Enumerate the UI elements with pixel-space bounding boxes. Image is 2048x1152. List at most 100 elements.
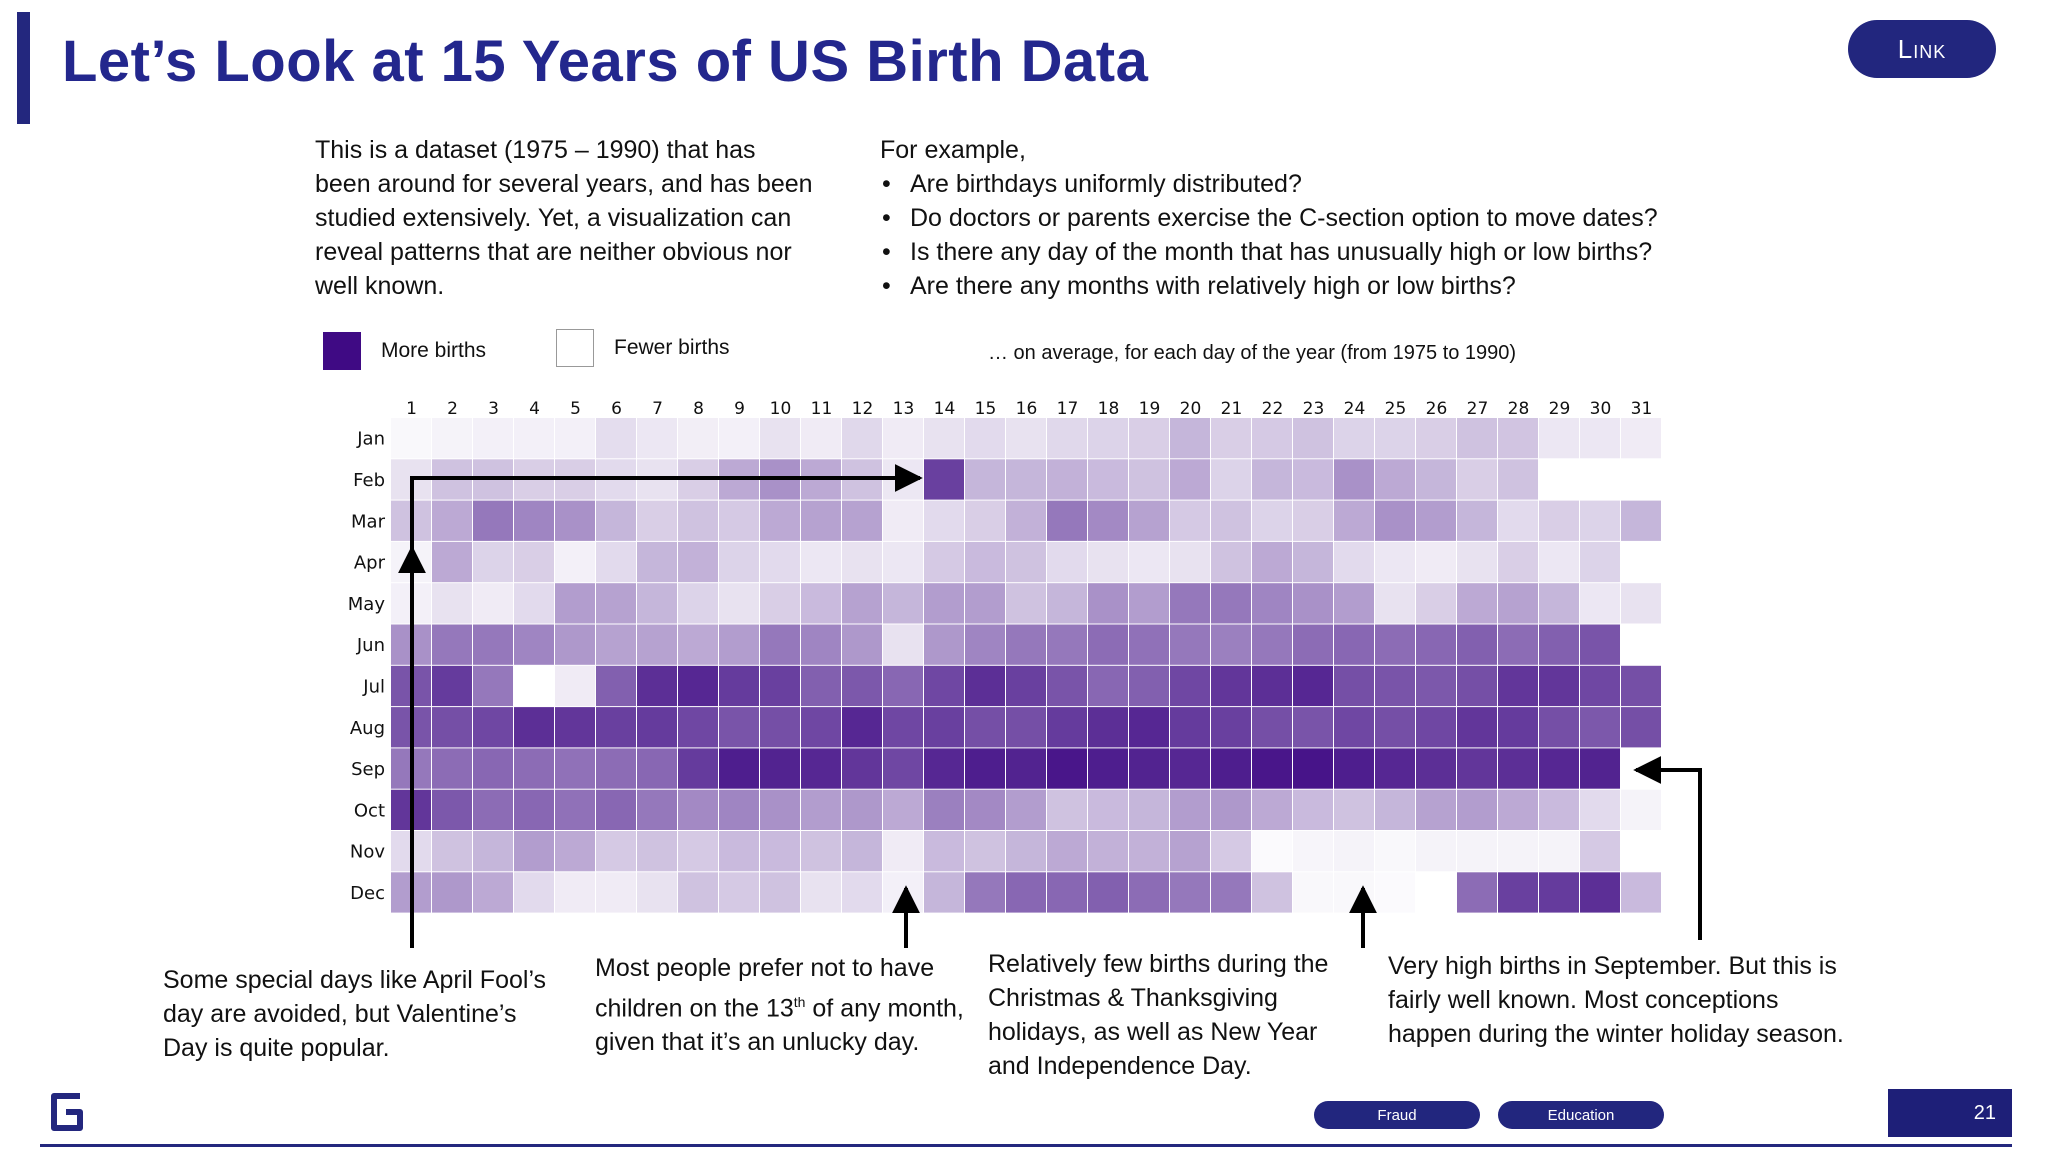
- heatmap-cell-feb-24: [1334, 459, 1374, 500]
- heatmap-cell-oct-27: [1457, 789, 1497, 830]
- day-tick-label: 8: [693, 399, 704, 419]
- heatmap-cell-dec-4: [514, 872, 554, 913]
- heatmap-cell-jan-24: [1334, 418, 1374, 459]
- day-tick-label: 7: [652, 399, 663, 419]
- heatmap-cell-apr-8: [678, 541, 718, 583]
- heatmap-cell-aug-22: [1252, 707, 1292, 748]
- day-tick-label: 5: [570, 399, 581, 419]
- heatmap-cell-jan-18: [1088, 418, 1128, 459]
- heatmap-cell-aug-24: [1334, 707, 1374, 748]
- heatmap-cell-sep-9: [719, 748, 759, 789]
- heatmap-cell-oct-13: [883, 789, 923, 830]
- heatmap-cell-jan-25: [1375, 418, 1415, 459]
- heatmap-cell-apr-4: [514, 541, 554, 583]
- heatmap-cell-jan-10: [760, 418, 800, 459]
- heatmap-cell-oct-25: [1375, 789, 1415, 830]
- annotation-september: Very high births in September. But this …: [1388, 952, 1844, 1048]
- heatmap-cell-jul-11: [801, 665, 841, 707]
- heatmap-cell-oct-12: [842, 789, 882, 830]
- heatmap-cell-jul-21: [1211, 665, 1251, 707]
- tag-education-button[interactable]: Education: [1498, 1101, 1664, 1129]
- heatmap-cell-oct-9: [719, 789, 759, 830]
- heatmap-cell-sep-21: [1211, 748, 1251, 789]
- heatmap-cell-apr-13: [883, 541, 923, 583]
- page-title: Let’s Look at 15 Years of US Birth Data: [62, 29, 1149, 94]
- heatmap-cell-dec-10: [760, 872, 800, 913]
- heatmap-cell-may-15: [965, 583, 1005, 624]
- heatmap-cell-dec-2: [432, 872, 472, 913]
- heatmap-cell-mar-14: [924, 500, 964, 541]
- heatmap-cell-jan-14: [924, 418, 964, 459]
- heatmap-cell-feb-20: [1170, 459, 1210, 500]
- heatmap-cell-dec-27: [1457, 872, 1497, 913]
- day-tick-label: 9: [734, 399, 745, 419]
- day-tick-label: 3: [488, 399, 499, 419]
- link-button[interactable]: Link: [1848, 20, 1996, 78]
- legend-more-swatch: [323, 332, 361, 370]
- heatmap-cell-dec-9: [719, 872, 759, 913]
- heatmap-cell-may-11: [801, 583, 841, 624]
- heatmap-cell-dec-13: [883, 872, 923, 913]
- month-tick-label: Sep: [351, 759, 385, 780]
- heatmap-cell-sep-2: [432, 748, 472, 789]
- heatmap-cell-oct-15: [965, 789, 1005, 830]
- heatmap-cell-dec-25: [1375, 872, 1415, 913]
- heatmap-cell-dec-24: [1334, 872, 1374, 913]
- month-tick-label: Apr: [354, 553, 386, 574]
- day-tick-label: 22: [1262, 399, 1284, 419]
- heatmap-cell-jun-24: [1334, 624, 1374, 665]
- heatmap-cell-mar-9: [719, 500, 759, 541]
- day-tick-label: 20: [1180, 399, 1202, 419]
- heatmap-cell-mar-17: [1047, 500, 1087, 541]
- heatmap-cell-nov-15: [965, 831, 1005, 872]
- heatmap-cell-may-14: [924, 583, 964, 624]
- heatmap-cell-jun-30: [1580, 624, 1620, 665]
- heatmap-cell-sep-8: [678, 748, 718, 789]
- heatmap-cell-jan-4: [514, 418, 554, 459]
- heatmap-cell-mar-23: [1293, 500, 1333, 541]
- heatmap-cell-sep-17: [1047, 748, 1087, 789]
- heatmap-cell-nov-19: [1129, 831, 1169, 872]
- heatmap-cell-may-30: [1580, 583, 1620, 624]
- heatmap-cell-aug-11: [801, 707, 841, 748]
- heatmap-cell-jun-28: [1498, 624, 1538, 665]
- heatmap-cell-jan-19: [1129, 418, 1169, 459]
- heatmap-cell-may-24: [1334, 583, 1374, 624]
- heatmap-cell-sep-25: [1375, 748, 1415, 789]
- month-tick-label: May: [348, 594, 386, 615]
- heatmap-cell-sep-11: [801, 748, 841, 789]
- heatmap-cell-jun-11: [801, 624, 841, 665]
- heatmap-cell-jun-2: [432, 624, 472, 665]
- heatmap-cell-oct-4: [514, 789, 554, 830]
- heatmap-cell-apr-26: [1416, 541, 1456, 583]
- heatmap-cell-aug-4: [514, 707, 554, 748]
- heatmap-cell-may-25: [1375, 583, 1415, 624]
- heatmap-cell-oct-31: [1621, 789, 1661, 830]
- heatmap-cell-feb-23: [1293, 459, 1333, 500]
- heatmap-cell-oct-7: [637, 789, 677, 830]
- heatmap-cell-dec-23: [1293, 872, 1333, 913]
- heatmap-cell-jul-12: [842, 665, 882, 707]
- day-tick-label: 19: [1139, 399, 1161, 419]
- heatmap-cell-apr-25: [1375, 541, 1415, 583]
- day-tick-label: 14: [934, 399, 956, 419]
- company-logo-icon: [51, 1093, 83, 1131]
- heatmap-cell-aug-25: [1375, 707, 1415, 748]
- heatmap-cell-mar-11: [801, 500, 841, 541]
- heatmap-cell-jan-8: [678, 418, 718, 459]
- heatmap-cell-jan-13: [883, 418, 923, 459]
- footer-divider: [40, 1144, 2012, 1147]
- heatmap-cell-may-22: [1252, 583, 1292, 624]
- heatmap-cell-jul-10: [760, 665, 800, 707]
- heatmap-cell-dec-14: [924, 872, 964, 913]
- heatmap-cell-sep-23: [1293, 748, 1333, 789]
- heatmap-cell-dec-18: [1088, 872, 1128, 913]
- day-tick-label: 6: [611, 399, 622, 419]
- heatmap-cell-aug-15: [965, 707, 1005, 748]
- heatmap-cell-jun-13: [883, 624, 923, 665]
- heatmap-cell-jan-31: [1621, 418, 1661, 459]
- tag-fraud-button[interactable]: Fraud: [1314, 1101, 1480, 1129]
- legend-more-label: More births: [381, 339, 487, 362]
- heatmap-cell-mar-3: [473, 500, 513, 541]
- day-tick-label: 27: [1467, 399, 1489, 419]
